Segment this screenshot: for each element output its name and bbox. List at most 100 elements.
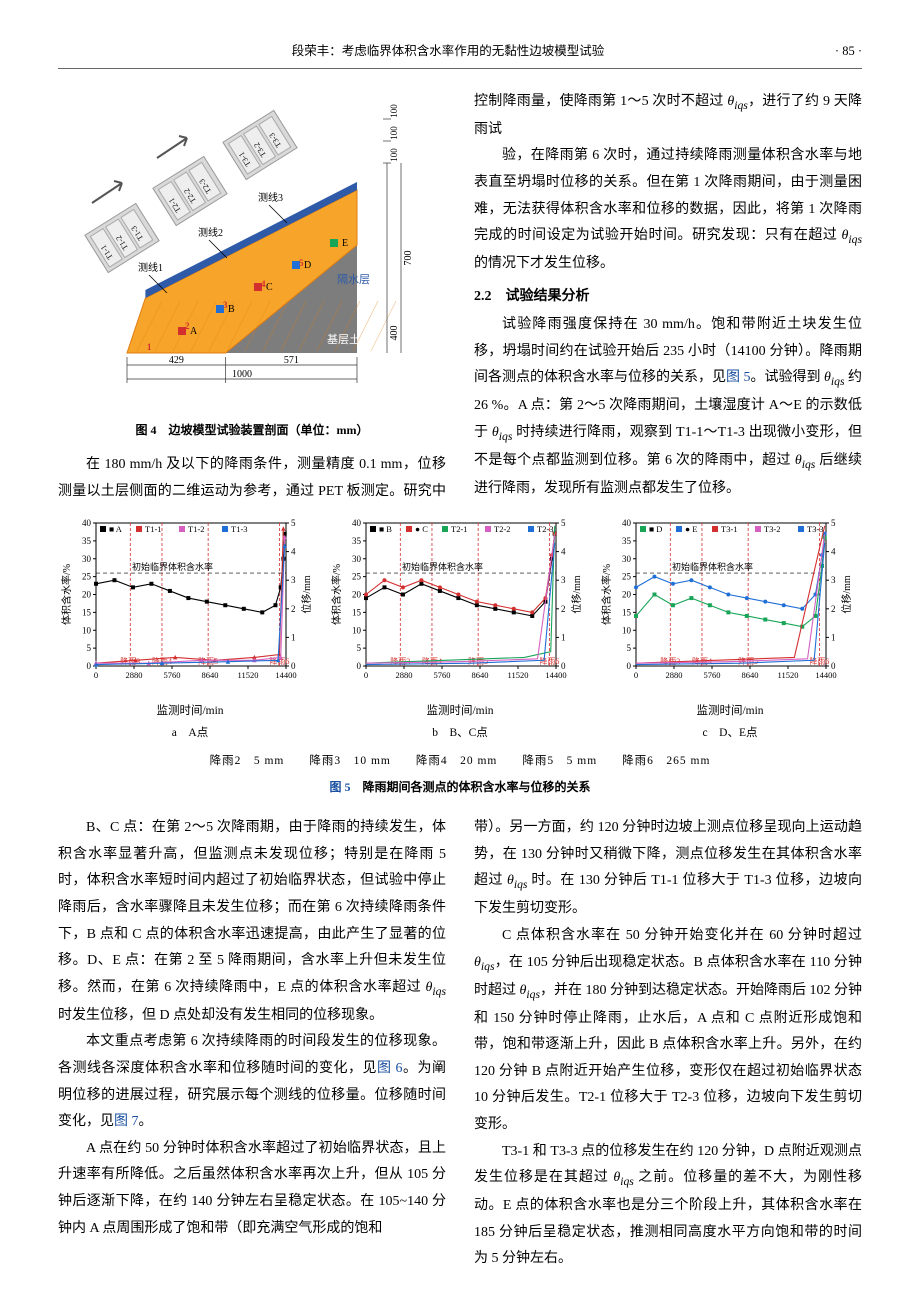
- svg-text:体积含水率/%: 体积含水率/%: [60, 564, 73, 625]
- fig5-panel-b: 0510152025303540012345028805760864011520…: [328, 515, 592, 744]
- svg-text:2: 2: [831, 604, 836, 614]
- para-r4: C 点体积含水率在 50 分钟开始变化并在 60 分钟时超过 θiqs，在 10…: [474, 923, 862, 1139]
- svg-text:T3-3: T3-3: [807, 524, 824, 534]
- svg-text:1: 1: [291, 633, 296, 643]
- para-l3: 本文重点考虑第 6 次持续降雨的时间段发生的位移现象。各测线各深度体积含水率和位…: [58, 1029, 446, 1135]
- svg-text:T1-3: T1-3: [231, 524, 248, 534]
- svg-text:25: 25: [622, 572, 632, 582]
- svg-text:■ A: ■ A: [109, 524, 123, 534]
- running-head: . 段荣丰：考虑临界体积含水率作用的无黏性边坡模型试验 · 85 ·: [58, 40, 862, 69]
- fig5-xlabel: 监测时间/min: [328, 701, 592, 723]
- svg-text:1000: 1000: [232, 369, 252, 380]
- svg-text:3: 3: [561, 576, 566, 586]
- svg-text:30: 30: [622, 554, 632, 564]
- svg-text:A: A: [190, 326, 198, 337]
- svg-text:20: 20: [82, 590, 92, 600]
- col-block-2: B、C 点：在第 2～5 次降雨期，由于降雨的持续发生，体积含水率显著升高，但监…: [58, 815, 862, 1273]
- figure-4: 基层土体隔水层测线1测线2测线3T1-1T1-2T1-3T2-1T2-2T2-3…: [58, 93, 446, 442]
- svg-text:0: 0: [87, 661, 92, 671]
- svg-text:0: 0: [357, 661, 362, 671]
- svg-text:10: 10: [352, 626, 362, 636]
- svg-text:5: 5: [561, 518, 566, 528]
- svg-text:8640: 8640: [202, 670, 219, 680]
- svg-text:100: 100: [389, 126, 399, 140]
- sec-2-2-heading: 2.2 试验结果分析: [474, 284, 862, 311]
- fig5-xlabel: 监测时间/min: [598, 701, 862, 723]
- svg-text:15: 15: [82, 608, 92, 618]
- svg-text:基层土体: 基层土体: [327, 332, 371, 346]
- fig5-xlabel: 监测时间/min: [58, 701, 322, 723]
- svg-text:3: 3: [223, 300, 228, 310]
- svg-text:14400: 14400: [275, 670, 296, 680]
- svg-text:1: 1: [147, 342, 152, 352]
- svg-text:■ D: ■ D: [649, 524, 662, 534]
- svg-text:30: 30: [82, 554, 92, 564]
- svg-text:14400: 14400: [815, 670, 836, 680]
- svg-text:35: 35: [622, 536, 632, 546]
- svg-text:25: 25: [352, 572, 362, 582]
- svg-text:位移/mm: 位移/mm: [840, 575, 853, 614]
- para-r1: 验，在降雨第 6 次时，通过持续降雨测量体积含水率与地表直至坍塌时位移的关系。但…: [474, 143, 862, 277]
- svg-text:15: 15: [622, 608, 632, 618]
- svg-text:T1-1: T1-1: [145, 524, 162, 534]
- svg-text:400: 400: [389, 325, 400, 340]
- svg-text:35: 35: [82, 536, 92, 546]
- svg-text:5760: 5760: [434, 670, 451, 680]
- svg-text:35: 35: [352, 536, 362, 546]
- svg-text:D: D: [304, 260, 311, 271]
- svg-text:25: 25: [82, 572, 92, 582]
- svg-text:20: 20: [352, 590, 362, 600]
- svg-text:10: 10: [82, 626, 92, 636]
- fig5-sublabel: a A点: [58, 723, 322, 745]
- svg-text:体积含水率/%: 体积含水率/%: [600, 564, 613, 625]
- fig5-rain-legend: 降雨2 5 mm 降雨3 10 mm 降雨4 20 mm 降雨5 5 mm 降雨…: [58, 751, 862, 773]
- svg-text:15: 15: [352, 608, 362, 618]
- svg-text:初始临界体积含水率: 初始临界体积含水率: [672, 561, 753, 572]
- svg-text:位移/mm: 位移/mm: [570, 575, 583, 614]
- svg-text:0: 0: [627, 661, 632, 671]
- svg-text:C: C: [266, 282, 273, 293]
- svg-text:2880: 2880: [666, 670, 683, 680]
- para-r3: 带）。另一方面，约 120 分钟时边坡上测点位移呈现向上运动趋势，在 130 分…: [474, 815, 862, 923]
- page-number: · 85 ·: [835, 40, 862, 64]
- svg-text:3: 3: [831, 576, 836, 586]
- svg-text:40: 40: [622, 518, 632, 528]
- svg-text:2880: 2880: [396, 670, 413, 680]
- svg-text:● C: ● C: [415, 524, 428, 534]
- svg-text:● E: ● E: [685, 524, 697, 534]
- svg-text:5: 5: [831, 518, 836, 528]
- svg-text:测线3: 测线3: [258, 191, 283, 204]
- running-title: 段荣丰：考虑临界体积含水率作用的无黏性边坡模型试验: [61, 40, 835, 64]
- svg-text:2: 2: [561, 604, 566, 614]
- svg-text:隔水层: 隔水层: [337, 273, 370, 286]
- svg-text:40: 40: [82, 518, 92, 528]
- svg-text:40: 40: [352, 518, 362, 528]
- para-l4: A 点在约 50 分钟时体积含水率超过了初始临界状态，且上升速率有所降低。之后虽…: [58, 1136, 446, 1242]
- svg-text:571: 571: [284, 355, 299, 366]
- svg-text:4: 4: [561, 547, 566, 557]
- fig5-caption: 图 5 降雨期间各测点的体积含水率与位移的关系: [58, 776, 862, 799]
- para-r5: T3-1 和 T3-3 点的位移发生在约 120 分钟，D 点附近观测点发生位移…: [474, 1139, 862, 1273]
- fig4-caption: 图 4 边坡模型试验装置剖面（单位：mm）: [58, 419, 446, 442]
- svg-text:700: 700: [403, 250, 414, 265]
- svg-text:5: 5: [357, 643, 362, 653]
- svg-text:0: 0: [634, 670, 638, 680]
- svg-text:2880: 2880: [126, 670, 143, 680]
- svg-text:T2-3: T2-3: [537, 524, 554, 534]
- svg-text:初始临界体积含水率: 初始临界体积含水率: [132, 561, 213, 572]
- svg-text:■ B: ■ B: [379, 524, 392, 534]
- svg-text:5: 5: [291, 518, 296, 528]
- svg-text:14400: 14400: [545, 670, 566, 680]
- svg-text:100: 100: [389, 148, 399, 162]
- svg-text:初始临界体积含水率: 初始临界体积含水率: [402, 561, 483, 572]
- svg-text:体积含水率/%: 体积含水率/%: [330, 564, 343, 625]
- svg-text:1: 1: [561, 633, 566, 643]
- svg-text:4: 4: [261, 279, 266, 289]
- svg-text:T3-2: T3-2: [764, 524, 781, 534]
- svg-text:测线2: 测线2: [198, 226, 223, 239]
- para-l2: B、C 点：在第 2～5 次降雨期，由于降雨的持续发生，体积含水率显著升高，但监…: [58, 815, 446, 1029]
- svg-text:3: 3: [291, 576, 296, 586]
- svg-text:10: 10: [622, 626, 632, 636]
- fig5-sublabel: b B、C点: [328, 723, 592, 745]
- svg-text:5760: 5760: [704, 670, 721, 680]
